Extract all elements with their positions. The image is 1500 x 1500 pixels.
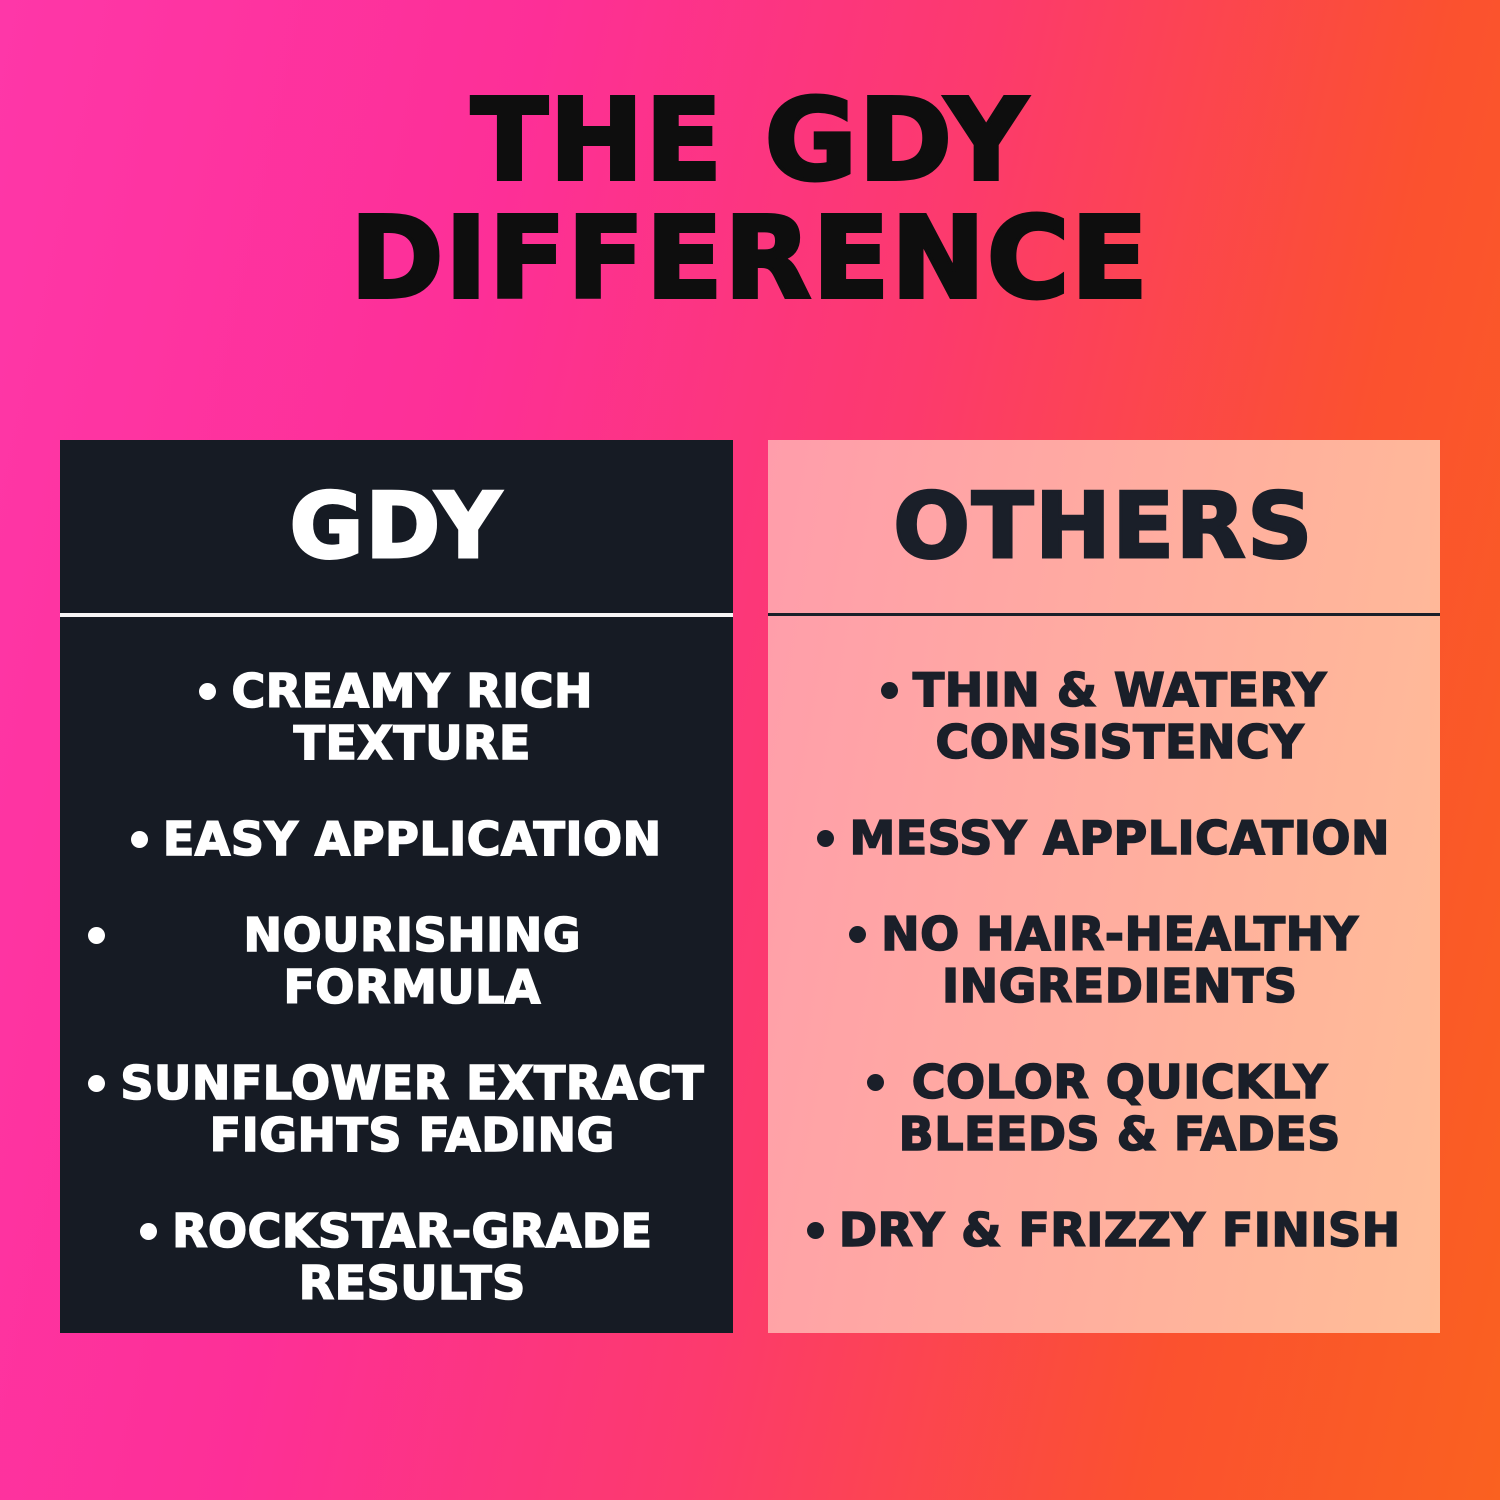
feature-item-label: COLOR QUICKLY BLEEDS & FADES [898,1055,1341,1161]
bullet-dot-icon [88,1075,106,1092]
feature-item: SUNFLOWER EXTRACT FIGHTS FADING [88,1056,705,1162]
page-title: THE GDY DIFFERENCE [348,76,1150,324]
comparison-cards: GDY CREAMY RICH TEXTURE EASY APPLICATION N… [60,440,1440,1333]
others-card-header-zone: OTHERS [768,440,1441,613]
feature-item: EASY APPLICATION [130,812,662,866]
feature-item: THIN & WATERY CONSISTENCY [880,663,1327,769]
feature-item-label: MESSY APPLICATION [849,811,1391,865]
others-feature-list: THIN & WATERY CONSISTENCY MESSY APPLICATI… [768,616,1441,1257]
others-card: OTHERS THIN & WATERY CONSISTENCY MESSY AP… [767,440,1441,1333]
feature-item: NOURISHING FORMULA [88,908,705,1014]
feature-item: ROCKSTAR-GRADE RESULTS [140,1204,653,1310]
feature-item: NO HAIR-HEALTHY INGREDIENTS [849,907,1359,1013]
gdy-divider [60,613,733,617]
gdy-card-title: GDY [288,473,503,581]
feature-item-label: ROCKSTAR-GRADE RESULTS [171,1204,653,1310]
bullet-dot-icon [880,682,898,699]
feature-item-label: EASY APPLICATION [162,812,662,866]
bullet-dot-icon [849,926,867,943]
feature-item-label: THIN & WATERY CONSISTENCY [912,663,1327,769]
bullet-dot-icon [817,830,835,847]
gdy-card: GDY CREAMY RICH TEXTURE EASY APPLICATION N… [60,440,733,1333]
feature-item: DRY & FRIZZY FINISH [806,1203,1401,1257]
others-divider [767,613,1440,616]
bullet-dot-icon [806,1222,824,1239]
feature-item-label: DRY & FRIZZY FINISH [838,1203,1401,1257]
feature-item-label: CREAMY RICH TEXTURE [231,664,594,770]
feature-item: COLOR QUICKLY BLEEDS & FADES [866,1055,1341,1161]
others-card-title: OTHERS [892,473,1315,581]
feature-item-label: NOURISHING FORMULA [243,908,582,1014]
feature-item: CREAMY RICH TEXTURE [199,664,594,770]
bullet-dot-icon [88,927,105,944]
feature-item-label: SUNFLOWER EXTRACT FIGHTS FADING [120,1056,705,1162]
feature-item: MESSY APPLICATION [817,811,1391,865]
gdy-card-header-zone: GDY [60,440,733,613]
bullet-dot-icon [140,1223,158,1240]
bullet-dot-icon [199,683,217,700]
bullet-dot-icon [130,831,148,848]
gdy-feature-list: CREAMY RICH TEXTURE EASY APPLICATION NOURI… [60,617,733,1310]
feature-item-label: NO HAIR-HEALTHY INGREDIENTS [880,907,1359,1013]
bullet-dot-icon [866,1074,884,1091]
